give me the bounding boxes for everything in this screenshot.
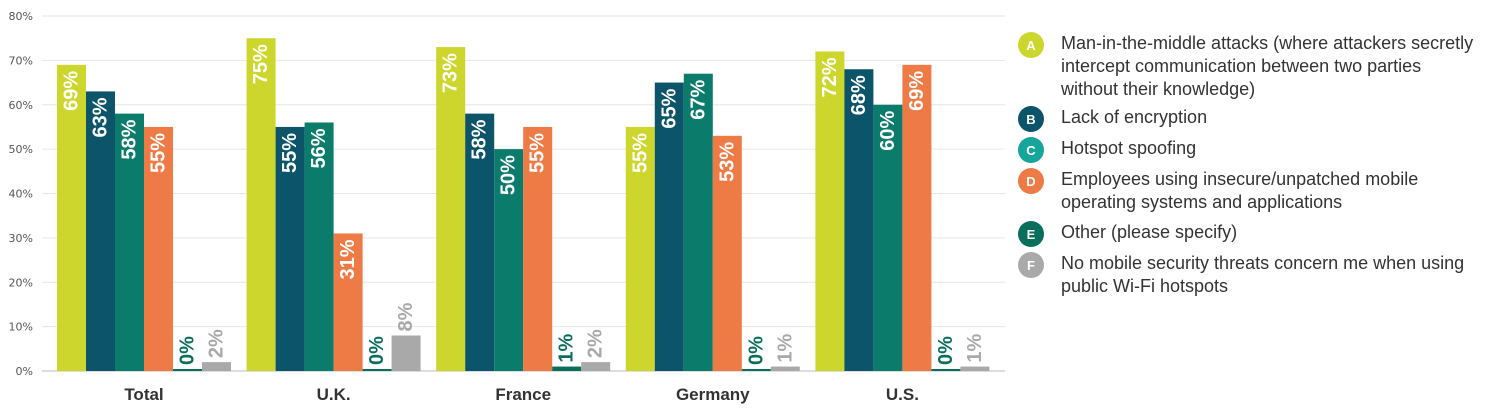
bar xyxy=(523,126,553,371)
legend-label-b: Lack of encryption xyxy=(1061,107,1208,127)
y-tick-label: 30% xyxy=(9,232,33,245)
bar xyxy=(844,69,874,371)
bar xyxy=(741,369,771,371)
data-label: 67% xyxy=(687,79,709,119)
data-label: 0% xyxy=(177,336,199,365)
bar xyxy=(86,91,115,371)
legend-item-c: C Hotspot spoofing xyxy=(1018,137,1481,163)
x-category-label: Total xyxy=(124,385,163,404)
bar xyxy=(552,366,582,371)
y-tick-label: 60% xyxy=(9,99,33,112)
legend-label-f: No mobile security threats concern me wh… xyxy=(1061,253,1465,296)
legend-item-e: E Other (please specify) xyxy=(1018,221,1481,247)
bar xyxy=(712,135,742,371)
data-label: 69% xyxy=(906,71,928,111)
x-category-label: U.K. xyxy=(317,385,351,404)
legend-label-a: Man-in-the-middle attacks (where attacke… xyxy=(1061,33,1474,99)
legend-badge-f: F xyxy=(1018,252,1044,278)
bar xyxy=(465,113,495,371)
data-label: 69% xyxy=(61,71,83,111)
bar xyxy=(902,64,932,371)
bar xyxy=(144,126,173,371)
data-label: 60% xyxy=(877,111,899,151)
bar xyxy=(115,113,144,371)
legend-item-b: B Lack of encryption xyxy=(1018,106,1481,132)
legend-item-a: A Man-in-the-middle attacks (where attac… xyxy=(1018,32,1481,101)
bar xyxy=(770,366,800,371)
legend-badge-c: C xyxy=(1018,137,1044,163)
data-label: 73% xyxy=(440,53,462,93)
bar xyxy=(931,369,961,371)
x-category-label: U.S. xyxy=(886,385,919,404)
legend-label-d: Employees using insecure/unpatched mobil… xyxy=(1061,169,1419,212)
data-label: 55% xyxy=(148,133,170,173)
legend-badge-e: E xyxy=(1018,221,1044,247)
data-label: 31% xyxy=(337,239,359,279)
bar xyxy=(391,335,421,371)
data-label: 2% xyxy=(206,329,228,358)
data-label: 58% xyxy=(119,119,141,159)
data-label: 58% xyxy=(469,119,491,159)
bar xyxy=(436,47,466,371)
data-label: 63% xyxy=(90,97,112,137)
data-label: 0% xyxy=(366,336,388,365)
legend-badge-a: A xyxy=(1018,32,1044,58)
bar xyxy=(275,126,305,371)
legend-badge-d: D xyxy=(1018,168,1044,194)
bar xyxy=(873,104,903,371)
legend-badge-b: B xyxy=(1018,106,1044,132)
y-tick-label: 10% xyxy=(9,321,33,334)
data-label: 0% xyxy=(745,336,767,365)
y-tick-label: 40% xyxy=(9,188,33,201)
data-label: 1% xyxy=(556,333,578,362)
bar xyxy=(362,369,392,371)
bar xyxy=(333,233,363,371)
data-label: 1% xyxy=(774,333,796,362)
data-label: 55% xyxy=(527,133,549,173)
legend-label-c: Hotspot spoofing xyxy=(1061,138,1197,158)
data-label: 1% xyxy=(964,333,986,362)
bar xyxy=(494,149,524,371)
x-axis-categories: Total U.K. France Germany U.S. xyxy=(124,385,919,404)
data-label: 75% xyxy=(250,44,272,84)
legend-item-d: D Employees using insecure/unpatched mob… xyxy=(1018,168,1481,214)
bar-chart: 0% 10% 20% 30% 40% 50% 60% 70% 80% 69% 63% 58% 55% 0… xyxy=(9,10,1005,404)
y-tick-label: 70% xyxy=(9,54,33,67)
data-label: 50% xyxy=(498,155,520,195)
data-label: 65% xyxy=(658,88,680,128)
bars xyxy=(57,38,990,371)
bar xyxy=(57,64,86,371)
bar xyxy=(581,362,611,371)
bar xyxy=(202,362,231,371)
bar xyxy=(815,51,845,371)
bar xyxy=(173,369,202,371)
data-label: 56% xyxy=(308,128,330,168)
data-labels: 69%63%58% 55%0% 2%75%55% 56%31%0%8%73%58%50… xyxy=(61,44,986,365)
y-axis-ticks: 0% 10% 20% 30% 40% 50% 60% 70% 80% xyxy=(9,10,33,378)
data-label: 0% xyxy=(935,336,957,365)
data-label: 8% xyxy=(395,302,417,331)
data-label: 72% xyxy=(819,57,841,97)
bar xyxy=(683,73,713,371)
y-tick-label: 20% xyxy=(9,276,33,289)
data-label: 2% xyxy=(585,329,607,358)
data-label: 53% xyxy=(716,142,738,182)
bar xyxy=(304,122,334,371)
bar xyxy=(625,126,655,371)
data-label: 55% xyxy=(279,133,301,173)
x-category-label: Germany xyxy=(676,385,750,404)
legend-item-f: F No mobile security threats concern me … xyxy=(1018,252,1481,298)
data-label: 68% xyxy=(848,75,870,115)
y-tick-label: 0% xyxy=(16,365,33,378)
data-label: 55% xyxy=(629,133,651,173)
legend-label-e: Other (please specify) xyxy=(1061,222,1238,242)
x-category-label: France xyxy=(495,385,551,404)
bar xyxy=(654,82,684,371)
y-tick-label: 80% xyxy=(9,10,33,23)
bar xyxy=(246,38,276,371)
y-tick-label: 50% xyxy=(9,143,33,156)
bar xyxy=(960,366,990,371)
